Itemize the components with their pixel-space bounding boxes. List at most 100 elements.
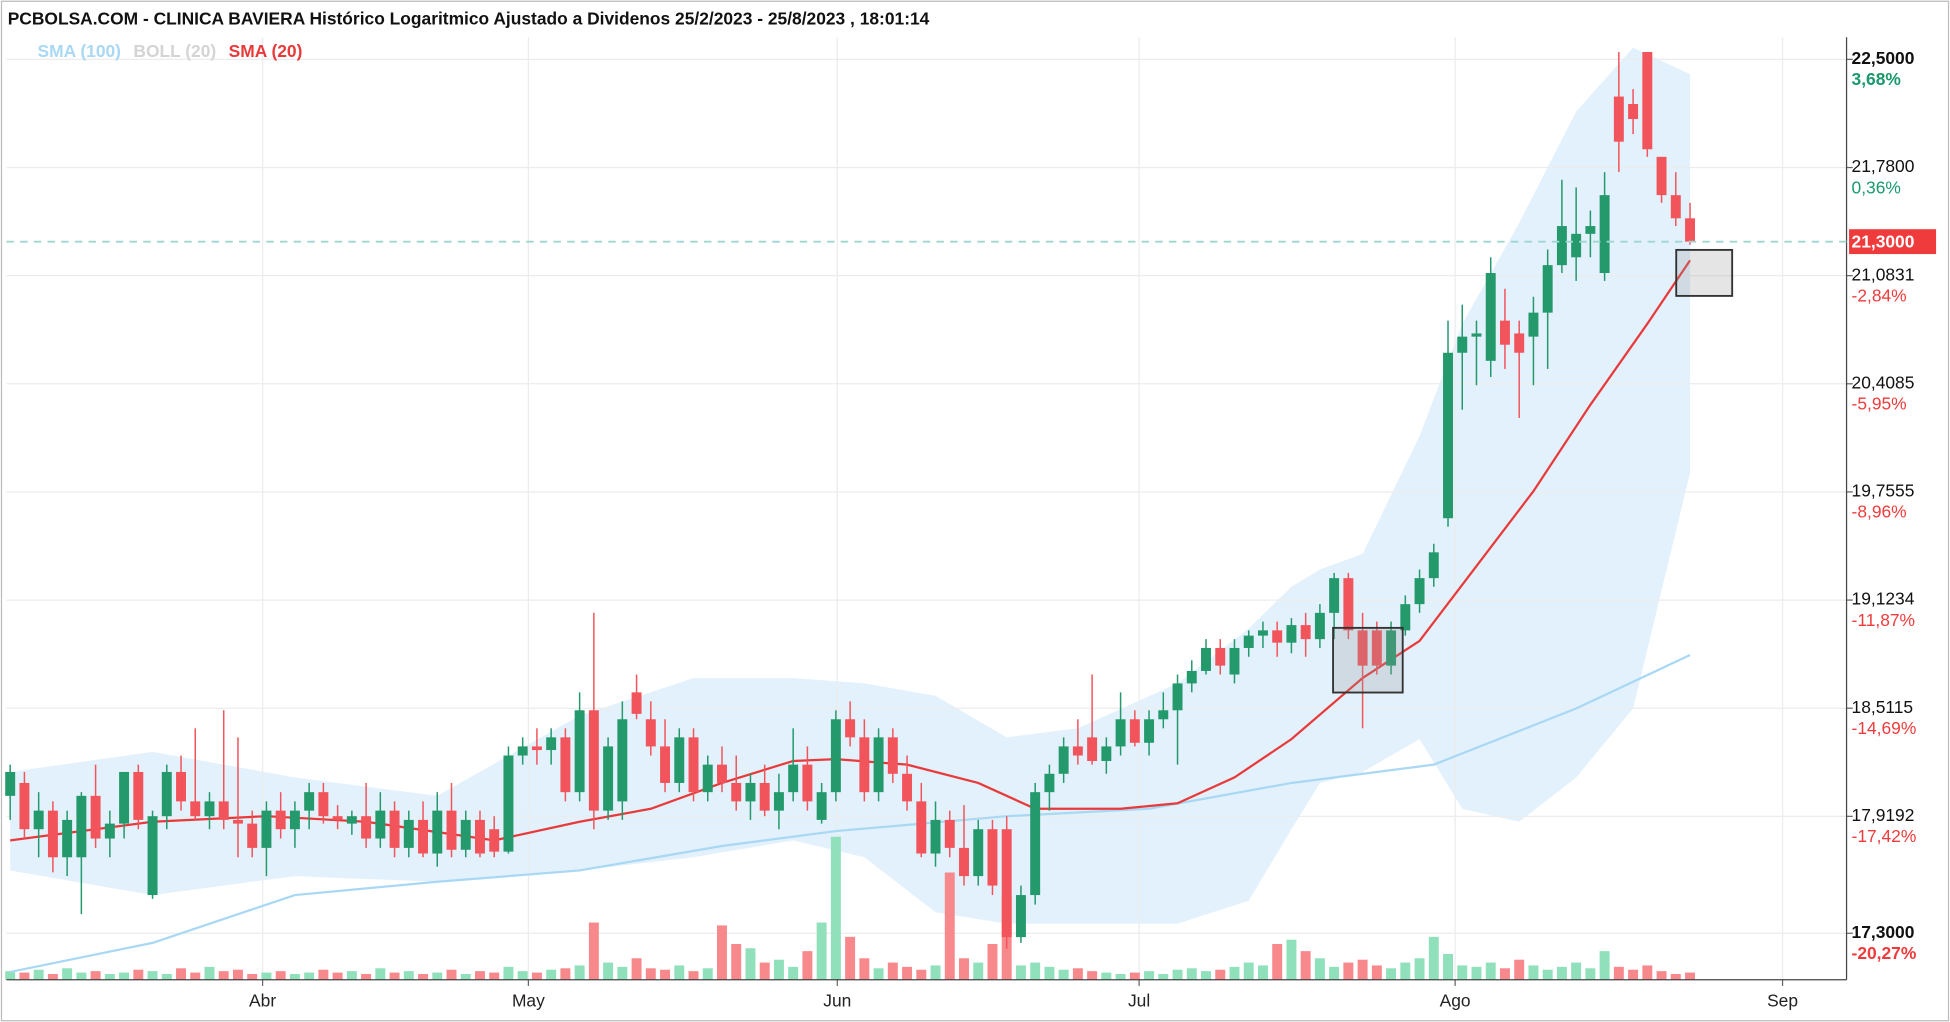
volume-bar [346,971,357,980]
candle-body [1272,630,1283,643]
volume-bar [1613,966,1624,980]
candle-body [90,795,101,839]
volume-bar [1243,962,1254,980]
volume-bar [959,958,969,980]
volume-layer [5,836,1696,980]
volume-bar [1571,962,1582,980]
candle-body [261,810,272,848]
volume-bar [873,968,884,980]
volume-bar [1642,965,1653,980]
volume-bar [603,962,614,980]
volume-bar [773,959,784,980]
volume-bar [432,972,443,980]
candle-body [1158,710,1169,720]
candle-body [1471,333,1482,337]
volume-bar [859,958,870,980]
candle-body [361,816,372,839]
volume-bar [5,971,16,980]
candle-body [816,792,827,820]
volume-bar [47,974,58,980]
candle-body [1129,719,1140,743]
volume-bar [1443,953,1453,980]
candle-body [887,737,898,774]
candle-body [631,692,642,714]
volume-bar [1499,968,1510,980]
volume-bar [944,872,955,980]
volume-bar [1542,969,1553,980]
candle-body [731,782,742,802]
candle-body [759,782,770,811]
candle-body [973,829,984,877]
volume-bar [1201,971,1211,980]
volume-bar [916,969,927,980]
volume-bar [574,965,585,980]
candle-body [503,755,514,852]
candle-body [702,764,713,793]
volume-bar [1329,966,1340,980]
volume-bar [33,969,44,980]
legend-entry: SMA (100) [38,41,121,61]
candle-body [1215,647,1226,666]
candle-body [859,737,870,793]
volume-bar [1215,969,1226,980]
volume-bar [489,972,500,980]
candle-body [475,819,485,854]
candle-body [1172,683,1183,711]
volume-bar [560,968,571,980]
volume-bar [902,966,913,980]
candle-body [104,823,115,839]
volume-bar [1471,966,1482,980]
y-change-label: -5,95% [1852,394,1907,414]
volume-bar [617,966,628,980]
candle-body [1656,156,1667,196]
candle-body [788,764,799,793]
candle-body [1585,226,1596,234]
candle-body [1599,195,1610,274]
candle-body [517,746,528,756]
volume-bar [119,972,130,980]
chart-title: PCBOLSA.COM - CLINICA BAVIERA Histórico … [8,8,930,28]
volume-bar [531,972,542,980]
volume-bar [546,969,557,980]
volume-bar [802,951,813,980]
volume-bar [275,971,286,980]
volume-bar [1386,968,1397,980]
candle-body [802,764,813,802]
volume-bar [1129,972,1140,980]
candle-body [1613,96,1624,142]
y-change-label: 3,68% [1852,69,1901,89]
candle-body [745,782,756,802]
candle-body [1072,746,1083,756]
candle-body [1115,719,1126,747]
candle-body [218,801,229,820]
candle-body [1685,218,1696,242]
volume-bar [1528,965,1539,980]
volume-bar [1314,958,1325,980]
volume-bar [1599,951,1610,980]
volume-bar [147,971,158,980]
volume-bar [1371,965,1382,980]
volume-bar [1670,974,1681,980]
candle-body [1414,578,1425,605]
candle-body [674,737,685,783]
candle-body [1015,895,1026,938]
volume-bar [1186,968,1197,980]
candle-body [873,737,884,793]
candle-body [1144,719,1155,743]
volume-bar [1628,969,1639,980]
candle-body [247,823,258,848]
y-tick-label: 21,0831 [1852,264,1915,284]
candle-body [332,816,343,820]
candle-body [1371,630,1382,666]
candle-body [588,710,599,811]
candle-body [546,737,557,751]
volume-bar [218,971,229,980]
volume-bar [1585,968,1596,980]
volume-bar [1414,958,1425,980]
candle-body [1499,320,1510,345]
volume-bar [232,969,243,980]
candle-body [1357,630,1368,666]
y-change-label: -20,27% [1852,943,1917,963]
candle-body [574,710,585,793]
